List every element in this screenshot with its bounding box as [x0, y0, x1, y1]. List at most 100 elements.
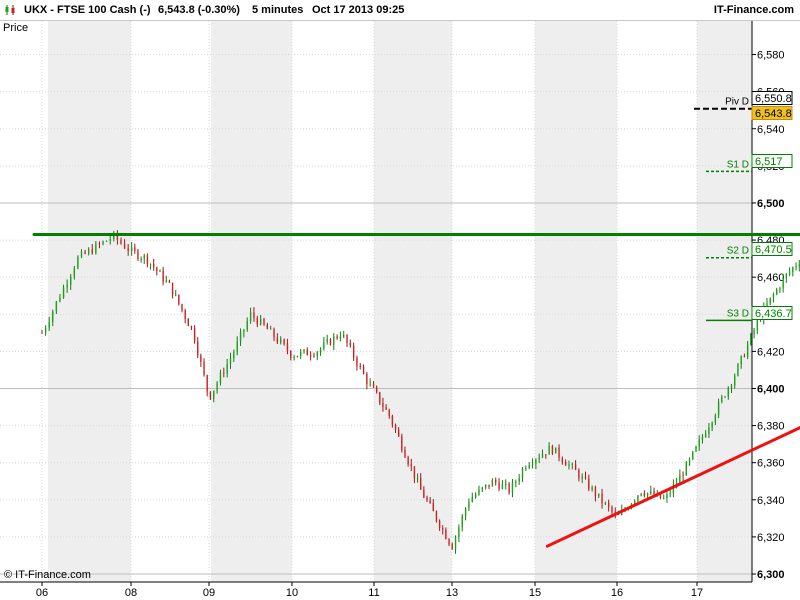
candle: [226, 364, 227, 374]
candle: [194, 328, 195, 342]
candle: [66, 285, 67, 288]
candle: [398, 430, 399, 437]
candle: [150, 264, 151, 265]
candle: [699, 440, 700, 447]
y-tick-label: 6,420: [757, 346, 785, 358]
candle: [147, 255, 148, 264]
candle: [462, 516, 463, 527]
price-badge-label: 6,543.8: [755, 108, 792, 120]
candle: [478, 489, 479, 494]
candle: [512, 483, 513, 493]
candle: [795, 266, 796, 267]
candle: [210, 391, 211, 398]
candle: [445, 529, 446, 539]
candle: [280, 340, 281, 343]
x-tick-label: 06: [36, 587, 48, 599]
candle: [420, 478, 421, 489]
candle: [63, 287, 64, 298]
candle: [608, 503, 609, 507]
candle: [320, 348, 321, 352]
x-tick-label: 09: [203, 587, 215, 599]
candle: [243, 330, 244, 332]
candle: [502, 484, 503, 488]
candle: [127, 248, 128, 251]
candle: [663, 498, 664, 499]
candle: [605, 503, 606, 504]
candle: [488, 485, 489, 487]
candle: [137, 251, 138, 259]
candle: [336, 336, 337, 338]
candle: [356, 358, 357, 366]
candle: [558, 447, 559, 457]
candle: [203, 362, 204, 375]
candle: [565, 462, 566, 465]
candle: [518, 478, 519, 481]
candle: [578, 470, 579, 479]
candle: [81, 252, 82, 257]
price-badge-label: 6,436.7: [755, 308, 792, 320]
candle: [240, 332, 241, 341]
candle: [485, 485, 486, 488]
candle: [475, 495, 476, 498]
candle: [99, 244, 100, 245]
candle: [323, 342, 324, 348]
candle: [458, 527, 459, 537]
y-tick-label: 6,460: [757, 272, 785, 284]
candle: [436, 511, 437, 521]
y-tick-label: 6,320: [757, 532, 785, 544]
day-band: [211, 21, 292, 582]
y-tick-label: 6,300: [757, 569, 785, 581]
candle: [166, 281, 167, 282]
y-tick-label: 6,500: [757, 198, 785, 210]
candle: [84, 252, 85, 254]
x-tick-label: 17: [691, 587, 703, 599]
candle: [330, 339, 331, 344]
candle: [669, 493, 670, 494]
price-badge-label: 6,470.5: [755, 244, 792, 256]
candle: [297, 356, 298, 357]
pivot-label: Piv D: [725, 97, 749, 108]
candle: [495, 480, 496, 483]
candle: [715, 415, 716, 422]
candle: [220, 373, 221, 384]
candle: [721, 397, 722, 402]
candle: [188, 319, 189, 326]
candle: [326, 339, 327, 342]
candle: [770, 298, 771, 304]
candle: [263, 319, 264, 325]
candle: [575, 464, 576, 470]
candle: [429, 500, 430, 503]
candle: [277, 337, 278, 342]
candle: [110, 239, 111, 241]
candle: [369, 383, 370, 384]
candle: [95, 244, 96, 254]
candle: [120, 240, 121, 243]
candle: [679, 475, 680, 483]
candle: [414, 466, 415, 478]
candle: [666, 494, 667, 498]
candle: [595, 487, 596, 496]
candle: [682, 475, 683, 476]
candle: [782, 278, 783, 288]
candle: [106, 241, 107, 242]
candle: [562, 458, 563, 462]
candle: [498, 483, 499, 489]
candle: [545, 454, 546, 455]
candle: [353, 346, 354, 358]
candle: [779, 288, 780, 289]
candle: [363, 366, 364, 373]
candle: [191, 326, 192, 328]
candle: [482, 487, 483, 489]
candle: [340, 337, 341, 338]
candle: [773, 294, 774, 297]
candle: [178, 295, 179, 304]
candle: [102, 241, 103, 244]
candle: [247, 321, 248, 330]
candle: [555, 447, 556, 453]
candle: [426, 498, 427, 501]
candle: [88, 249, 89, 253]
price-badge-label: 6,517: [755, 156, 783, 168]
candle: [637, 496, 638, 501]
candle: [786, 274, 787, 278]
